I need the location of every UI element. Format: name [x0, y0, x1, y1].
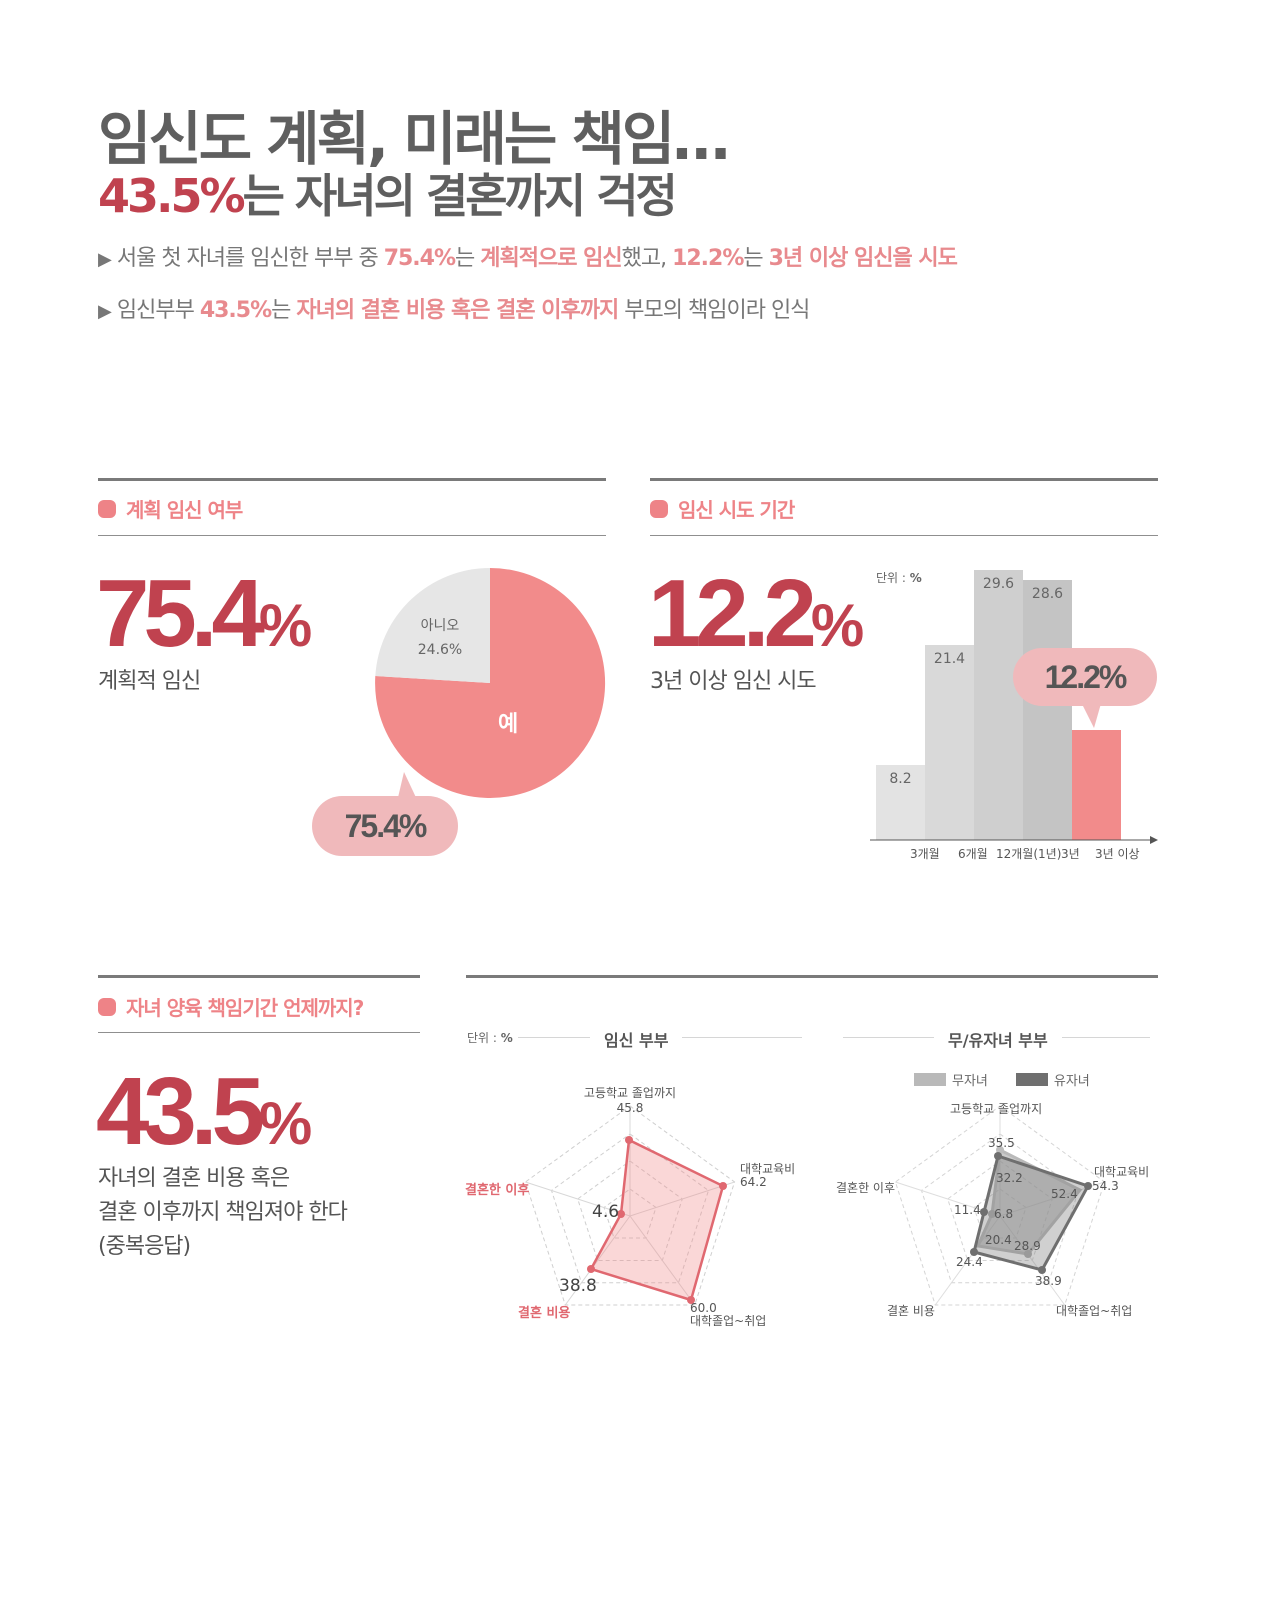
- bullet-highlight: 12.2%: [672, 246, 744, 271]
- bullet-text: 서울 첫 자녀를 임신한 부부 중: [116, 246, 384, 271]
- radar-legend: 무자녀 유자녀: [914, 1070, 1090, 1089]
- bar-value: 29.6: [982, 576, 1015, 592]
- radar-value: 32.2: [996, 1171, 1023, 1185]
- radar-series-pregnant: [589, 1138, 725, 1302]
- big-stat-planned: 75.4%: [96, 560, 312, 667]
- subtitle-rest: 는 자녀의 결혼까지 걱정: [242, 169, 678, 223]
- radar-title-child-status: 무/유자녀 부부: [934, 1027, 1062, 1051]
- radar-axis-label-highlight: 결혼 비용: [518, 1306, 571, 1321]
- bullet-dot-icon: [98, 499, 116, 518]
- radar-axis-label: 고등학교 졸업까지 45.8: [583, 1086, 677, 1115]
- big-stat-responsibility: 43.5%: [96, 1058, 312, 1165]
- pie-slice-no: [375, 568, 490, 683]
- radar-value: 52.4: [1051, 1187, 1078, 1201]
- radar-axis-label: 대학교육비: [1094, 1165, 1150, 1179]
- bar-12months: [974, 570, 1023, 840]
- section-divider: [98, 975, 420, 978]
- bar-value: 21.4: [933, 651, 966, 667]
- bullet-text: 는: [271, 298, 297, 323]
- radar-value: 11.4: [954, 1203, 981, 1217]
- section-divider: [98, 1032, 420, 1033]
- summary-bullet-1: ▶ 서울 첫 자녀를 임신한 부부 중 75.4%는 계획적으로 임신했고, 12…: [98, 240, 958, 272]
- bar-value: 8.2: [889, 771, 912, 787]
- section-title-responsibility: 자녀 양육 책임기간 언제까지?: [98, 992, 364, 1021]
- radar-chart-pregnant: [524, 1105, 736, 1306]
- bullet-highlight: 43.5%: [199, 298, 272, 323]
- unit-label: 단위 : %: [876, 571, 922, 585]
- bullet-text: 했고,: [621, 246, 673, 271]
- radar-value: 20.4: [985, 1233, 1012, 1247]
- unit-label: 단위 : %: [467, 1031, 513, 1045]
- radar-axis-label: 결혼 비용: [887, 1304, 935, 1318]
- radar-chart-child-status: [894, 1105, 1106, 1306]
- big-stat-caption: 자녀의 결혼 비용 혹은 결혼 이후까지 책임져야 한다 (중복응답): [98, 1166, 348, 1259]
- page-subtitle: 43.5%는 자녀의 결혼까지 걱정: [98, 160, 678, 226]
- bullet-text: 는: [455, 246, 481, 271]
- bullet-highlight: 계획적으로 임신: [480, 246, 622, 271]
- bullet-highlight: 3년 이상 임신을 시도: [768, 246, 958, 271]
- bullet-dot-icon: [98, 997, 116, 1016]
- bullet-dot-icon: [650, 499, 668, 518]
- big-stat-trying: 12.2%: [648, 560, 864, 667]
- radar-value: 54.3: [1092, 1179, 1119, 1193]
- radar-axis-label: 고등학교 졸업까지: [950, 1102, 1043, 1116]
- pie-slice-yes: [375, 567, 606, 798]
- big-stat-caption: 계획적 임신: [98, 669, 201, 694]
- bar-value: 28.6: [1031, 586, 1064, 602]
- x-tick-label: 6개월: [958, 847, 988, 861]
- x-tick-label: 3개월: [910, 847, 940, 861]
- bullet-highlight: 75.4%: [383, 246, 456, 271]
- summary-bullet-2: ▶ 임신부부 43.5%는 자녀의 결혼 비용 혹은 결혼 이후까지 부모의 책임…: [98, 292, 810, 324]
- arrow-right-icon: [1150, 836, 1158, 844]
- radar-value: 24.4: [956, 1255, 983, 1269]
- bar-3months: [876, 765, 925, 840]
- radar-series-with-child: [972, 1154, 1091, 1272]
- bullet-highlight: 자녀의 결혼 비용 혹은 결혼 이후까지: [296, 298, 619, 323]
- big-stat-caption: 3년 이상 임신 시도: [650, 669, 817, 694]
- section-divider: [98, 478, 606, 481]
- bar-6months: [925, 645, 974, 840]
- radar-axis-label: 대학교육비 64.2: [740, 1162, 796, 1189]
- radar-axis-label: 대학졸업~취업: [1056, 1304, 1133, 1318]
- bar-over-3years: [1072, 730, 1121, 840]
- pie-chart-planned: [375, 567, 606, 798]
- subtitle-highlight: 43.5%: [98, 169, 246, 223]
- radar-axis-label-highlight: 결혼한 이후: [465, 1183, 530, 1198]
- radar-value-highlight: 38.8: [559, 1276, 597, 1296]
- radar-value: 35.5: [988, 1136, 1015, 1150]
- section-divider: [650, 478, 1158, 481]
- radar-value: 38.9: [1035, 1274, 1062, 1288]
- legend-swatch-with-child: [1015, 1073, 1048, 1086]
- bullet-text: 부모의 책임이라 인식: [618, 298, 810, 323]
- radar-axis-label: 60.0 대학졸업~취업: [690, 1301, 767, 1328]
- section-divider: [466, 975, 1158, 978]
- triangle-right-icon: ▶: [98, 249, 112, 270]
- x-axis: [870, 836, 1158, 844]
- x-tick-label: 12개월(1년): [996, 847, 1062, 861]
- speech-bubble-75: 75.4%: [312, 796, 458, 856]
- radar-title-pregnant: 임신 부부: [590, 1027, 683, 1051]
- section-divider: [98, 535, 606, 536]
- section-title-trying-period: 임신 시도 기간: [650, 494, 795, 523]
- bullet-text: 는: [743, 246, 769, 271]
- x-tick-label: 3년 이상: [1095, 847, 1140, 861]
- section-divider: [650, 535, 1158, 536]
- speech-bubble-12: 12.2%: [1013, 648, 1157, 706]
- x-tick-label: 3년: [1061, 847, 1080, 861]
- radar-value-highlight: 4.6: [592, 1202, 620, 1222]
- triangle-right-icon: ▶: [98, 301, 112, 322]
- pie-label-no: 아니오 24.6%: [417, 618, 463, 658]
- page-title: 임신도 계획, 미래는 책임…: [98, 105, 730, 173]
- bubble-tail: [1080, 700, 1102, 728]
- pie-label-yes: 예: [498, 712, 519, 737]
- legend-swatch-no-child: [914, 1073, 946, 1086]
- bar-3years: [1023, 580, 1072, 840]
- radar-value: 28.9: [1014, 1239, 1041, 1253]
- radar-axis-label: 결혼한 이후: [836, 1181, 896, 1195]
- bullet-text: 임신부부: [116, 298, 200, 323]
- radar-value: 6.8: [994, 1207, 1014, 1221]
- radar-series-no-child: [975, 1147, 1083, 1256]
- section-title-planned-pregnancy: 계획 임신 여부: [98, 494, 243, 523]
